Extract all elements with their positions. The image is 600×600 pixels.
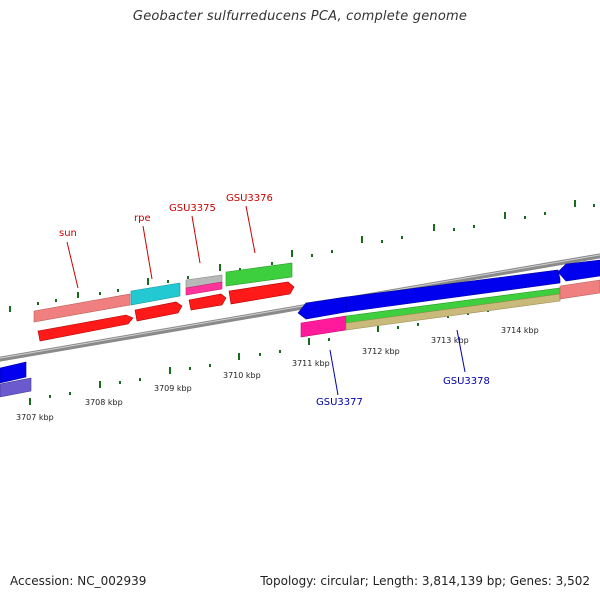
gene-feature-gsu3377[interactable] (300, 315, 347, 338)
scale-label: 3713 kbp (431, 336, 469, 345)
gene-label-gsu3375[interactable]: GSU3375 (169, 203, 216, 214)
genome-backbone (0, 253, 600, 362)
leader-line-gsu3377 (329, 349, 339, 396)
gene-feature-gsu3375-part2[interactable] (185, 281, 223, 296)
scale-label: 3709 kbp (154, 384, 192, 393)
gene-arrow-gsu3375[interactable] (188, 293, 227, 311)
leader-line-gsu3378 (456, 329, 466, 373)
scale-label: 3708 kbp (85, 398, 123, 407)
gene-label-sun[interactable]: sun (59, 228, 77, 239)
gene-arrow-sun[interactable] (37, 314, 134, 342)
leader-line-rpe (142, 225, 153, 280)
gene-arrow-gsu3376[interactable] (228, 281, 295, 305)
leader-line-sun (66, 241, 79, 289)
scale-label: 3707 kbp (16, 413, 54, 422)
lower-strand-genes (0, 259, 600, 398)
leader-line-gsu3376 (245, 205, 256, 254)
gene-arrow-gsu3378[interactable] (345, 269, 561, 313)
gene-label-gsu3376[interactable]: GSU3376 (226, 193, 273, 204)
scale-labels: 3707 kbp 3708 kbp 3709 kbp 3710 kbp 3711… (16, 326, 539, 422)
upper-scale-ticks (9, 200, 595, 312)
gene-feature-gsu3376[interactable] (225, 262, 293, 287)
gene-feature-gsu3378-part2[interactable] (345, 293, 561, 331)
gene-arrow-gsu3377[interactable] (297, 296, 347, 320)
gene-label-gsu3377[interactable]: GSU3377 (316, 397, 363, 408)
gene-label-rpe[interactable]: rpe (134, 213, 151, 224)
gene-arrow-right-partial[interactable] (557, 259, 600, 282)
gene-feature-sun[interactable] (33, 293, 131, 323)
leader-line-gsu3375 (191, 215, 201, 264)
scale-label: 3711 kbp (292, 359, 330, 368)
accession-text: Accession: NC_002939 (10, 574, 147, 588)
gene-labels: sun rpe GSU3375 GSU3376 GSU3377 GSU3378 (59, 193, 490, 408)
gene-feature-right-partial[interactable] (559, 279, 600, 300)
genome-title: Geobacter sulfurreducens PCA, complete g… (132, 9, 468, 24)
genome-summary-text: Topology: circular; Length: 3,814,139 bp… (260, 574, 590, 588)
upper-strand-genes (33, 262, 293, 323)
gene-label-gsu3378[interactable]: GSU3378 (443, 376, 490, 387)
scale-label: 3714 kbp (501, 326, 539, 335)
gene-feature-rpe[interactable] (130, 282, 181, 306)
upper-strand-arrows (37, 281, 295, 342)
scale-label: 3712 kbp (362, 347, 400, 356)
label-leader-lines (66, 205, 466, 396)
gene-arrow-left-partial[interactable] (0, 361, 27, 384)
gene-arrow-rpe[interactable] (134, 301, 183, 322)
gene-feature-left-partial[interactable] (0, 377, 32, 398)
scale-label: 3710 kbp (223, 371, 261, 380)
genome-backbone-highlight (0, 254, 600, 359)
